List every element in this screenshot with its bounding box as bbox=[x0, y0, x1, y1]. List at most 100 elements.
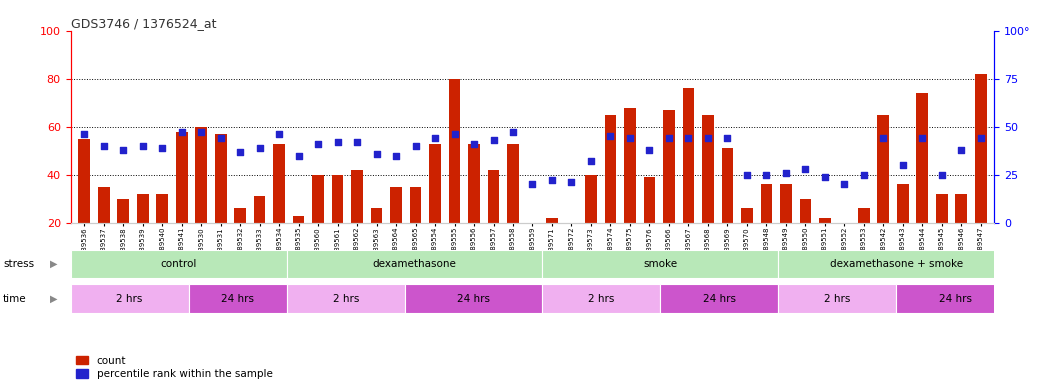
Point bbox=[739, 172, 756, 178]
Point bbox=[193, 129, 210, 136]
Point bbox=[251, 145, 268, 151]
Bar bbox=[253, 196, 266, 223]
Point bbox=[895, 162, 911, 168]
Point bbox=[582, 158, 599, 164]
Bar bbox=[877, 115, 890, 223]
Point bbox=[231, 149, 248, 155]
Bar bbox=[819, 218, 830, 223]
Bar bbox=[604, 115, 617, 223]
Point bbox=[154, 145, 170, 151]
Bar bbox=[351, 170, 363, 223]
Point bbox=[719, 135, 736, 141]
Bar bbox=[644, 177, 655, 223]
Bar bbox=[137, 194, 148, 223]
Bar bbox=[488, 170, 499, 223]
Bar bbox=[508, 144, 519, 223]
Point bbox=[836, 181, 852, 187]
Point bbox=[544, 177, 561, 184]
Point bbox=[368, 151, 385, 157]
Bar bbox=[371, 208, 382, 223]
Bar bbox=[936, 194, 948, 223]
Text: ▶: ▶ bbox=[50, 293, 57, 304]
Bar bbox=[542, 284, 660, 313]
Bar bbox=[778, 250, 1014, 278]
Point bbox=[817, 174, 834, 180]
Bar bbox=[405, 284, 542, 313]
Text: 24 hrs: 24 hrs bbox=[938, 293, 972, 304]
Point bbox=[602, 133, 619, 139]
Bar bbox=[917, 93, 928, 223]
Text: stress: stress bbox=[3, 259, 34, 269]
Point bbox=[933, 172, 950, 178]
Bar bbox=[286, 250, 542, 278]
Bar bbox=[721, 148, 733, 223]
Bar bbox=[542, 250, 778, 278]
Text: ▶: ▶ bbox=[50, 259, 57, 269]
Point bbox=[622, 135, 638, 141]
Bar bbox=[839, 223, 850, 232]
Bar bbox=[157, 194, 168, 223]
Text: time: time bbox=[3, 293, 27, 304]
Text: 24 hrs: 24 hrs bbox=[221, 293, 254, 304]
Bar bbox=[215, 134, 226, 223]
Point bbox=[797, 166, 814, 172]
Text: control: control bbox=[161, 259, 197, 269]
Bar bbox=[293, 215, 304, 223]
Point bbox=[134, 143, 151, 149]
Bar bbox=[195, 127, 207, 223]
Bar bbox=[526, 223, 539, 247]
Bar bbox=[98, 187, 110, 223]
Bar bbox=[390, 187, 402, 223]
Point bbox=[76, 131, 92, 137]
Point bbox=[973, 135, 989, 141]
Point bbox=[95, 143, 112, 149]
Bar bbox=[702, 115, 714, 223]
Point bbox=[564, 179, 580, 185]
Bar bbox=[896, 284, 1014, 313]
Text: 2 hrs: 2 hrs bbox=[589, 293, 614, 304]
Bar bbox=[286, 284, 405, 313]
Bar bbox=[660, 284, 778, 313]
Bar bbox=[189, 284, 286, 313]
Bar bbox=[683, 88, 694, 223]
Point bbox=[213, 135, 229, 141]
Point bbox=[349, 139, 365, 145]
Point bbox=[446, 131, 463, 137]
Bar bbox=[71, 250, 286, 278]
Point bbox=[855, 172, 872, 178]
Point bbox=[914, 135, 931, 141]
Bar bbox=[175, 131, 188, 223]
Point bbox=[427, 135, 443, 141]
Text: smoke: smoke bbox=[644, 259, 678, 269]
Bar bbox=[117, 199, 129, 223]
Point bbox=[466, 141, 483, 147]
Bar bbox=[585, 175, 597, 223]
Bar bbox=[410, 187, 421, 223]
Point bbox=[524, 181, 541, 187]
Point bbox=[680, 135, 696, 141]
Point bbox=[271, 131, 288, 137]
Bar bbox=[897, 184, 908, 223]
Text: dexamethasone: dexamethasone bbox=[373, 259, 457, 269]
Point bbox=[407, 143, 424, 149]
Bar bbox=[761, 184, 772, 223]
Point bbox=[660, 135, 677, 141]
Bar bbox=[468, 144, 480, 223]
Text: 2 hrs: 2 hrs bbox=[824, 293, 850, 304]
Bar bbox=[312, 175, 324, 223]
Point bbox=[504, 129, 521, 136]
Bar bbox=[273, 144, 285, 223]
Point bbox=[875, 135, 892, 141]
Bar bbox=[799, 199, 812, 223]
Point bbox=[485, 137, 501, 143]
Bar bbox=[858, 208, 870, 223]
Bar bbox=[448, 79, 461, 223]
Text: dexamethasone + smoke: dexamethasone + smoke bbox=[829, 259, 962, 269]
Text: 24 hrs: 24 hrs bbox=[457, 293, 490, 304]
Point bbox=[173, 129, 190, 136]
Bar bbox=[546, 218, 557, 223]
Point bbox=[953, 147, 969, 153]
Legend: count, percentile rank within the sample: count, percentile rank within the sample bbox=[76, 356, 273, 379]
Point bbox=[329, 139, 346, 145]
Bar bbox=[332, 175, 344, 223]
